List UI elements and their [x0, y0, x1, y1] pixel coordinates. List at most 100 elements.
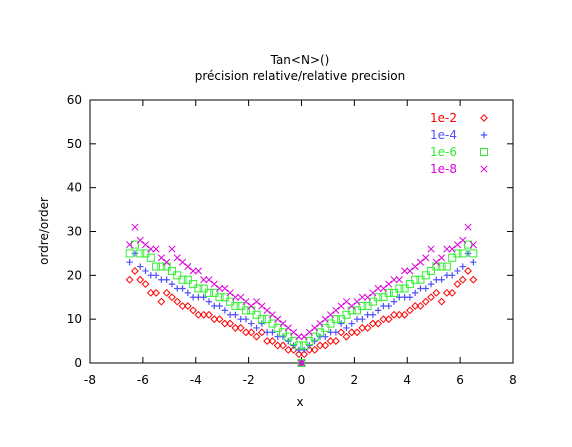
data-point — [179, 285, 186, 292]
data-point — [297, 359, 306, 367]
data-point — [459, 236, 467, 244]
data-point — [353, 306, 362, 315]
data-point — [215, 293, 224, 302]
data-point — [347, 328, 356, 337]
data-point — [368, 319, 377, 328]
data-point — [469, 241, 477, 249]
chart-title: Tan<N>() — [270, 53, 330, 67]
data-point — [226, 297, 235, 306]
data-point — [284, 345, 293, 354]
data-point — [221, 307, 229, 314]
data-point — [147, 245, 155, 253]
data-point — [369, 311, 377, 318]
x-tick-label: 6 — [456, 373, 464, 387]
data-point — [162, 262, 171, 271]
data-point — [437, 297, 446, 306]
data-point — [199, 310, 208, 319]
data-point — [274, 315, 282, 323]
data-points — [125, 223, 478, 367]
data-point — [252, 332, 261, 341]
data-point — [368, 297, 377, 306]
data-point — [242, 315, 250, 323]
data-point — [295, 333, 303, 341]
data-point — [241, 306, 250, 315]
data-point — [284, 324, 292, 332]
data-point — [126, 241, 134, 249]
data-point — [194, 310, 203, 319]
x-tick-label: -8 — [84, 373, 96, 387]
data-point — [364, 293, 372, 301]
data-point — [157, 254, 165, 262]
data-point — [316, 341, 324, 350]
data-point — [458, 249, 467, 258]
data-point — [359, 315, 366, 323]
data-point — [268, 337, 277, 345]
data-point — [337, 302, 345, 310]
x-tick-label: -6 — [137, 373, 149, 387]
data-point — [400, 310, 409, 319]
data-point — [385, 280, 393, 288]
data-point — [331, 315, 340, 324]
data-point — [189, 280, 198, 289]
legend-marker — [480, 148, 488, 156]
data-point — [242, 298, 250, 306]
data-point — [363, 324, 372, 332]
data-point — [269, 329, 276, 336]
data-point — [173, 297, 182, 306]
data-point — [442, 288, 451, 297]
data-point — [273, 341, 282, 350]
data-point — [126, 258, 133, 266]
data-point — [421, 271, 430, 280]
data-point — [290, 328, 298, 336]
data-point — [173, 254, 181, 262]
data-point — [374, 284, 382, 293]
data-point — [205, 310, 213, 319]
data-point — [311, 324, 319, 332]
data-point — [416, 302, 425, 310]
data-point — [152, 245, 160, 253]
data-point — [384, 315, 393, 324]
data-point — [141, 249, 150, 258]
data-point — [253, 324, 260, 332]
legend-label: 1e-4 — [430, 128, 457, 142]
data-point — [210, 288, 219, 297]
data-point — [125, 249, 134, 258]
data-point — [184, 263, 192, 271]
data-point — [384, 288, 393, 297]
data-point — [242, 328, 250, 337]
data-point — [432, 288, 441, 297]
data-point — [411, 263, 419, 271]
data-point — [263, 306, 271, 314]
legend-label: 1e-8 — [430, 162, 457, 176]
data-point — [322, 333, 329, 340]
data-point — [189, 267, 197, 275]
data-point — [300, 341, 309, 350]
data-point — [421, 297, 430, 306]
data-point — [173, 271, 182, 280]
data-point — [464, 240, 473, 249]
data-point — [232, 311, 239, 318]
data-point — [263, 337, 272, 345]
data-point — [297, 359, 306, 367]
data-point — [321, 315, 329, 323]
data-point — [438, 276, 445, 283]
data-point — [401, 267, 409, 275]
data-point — [353, 328, 361, 337]
data-point — [342, 310, 351, 319]
data-point — [231, 324, 240, 332]
data-point — [220, 319, 229, 328]
data-point — [247, 328, 256, 337]
data-point — [168, 245, 176, 253]
data-point — [337, 328, 346, 337]
data-point — [152, 288, 161, 297]
data-point — [326, 337, 335, 345]
series-cross — [126, 223, 477, 367]
data-point — [347, 306, 356, 315]
data-point — [342, 332, 351, 341]
data-point — [210, 315, 219, 324]
y-tick-label: 40 — [67, 181, 82, 195]
data-point — [374, 319, 383, 328]
data-point — [278, 328, 287, 337]
data-point — [131, 267, 139, 275]
data-point — [379, 293, 388, 302]
